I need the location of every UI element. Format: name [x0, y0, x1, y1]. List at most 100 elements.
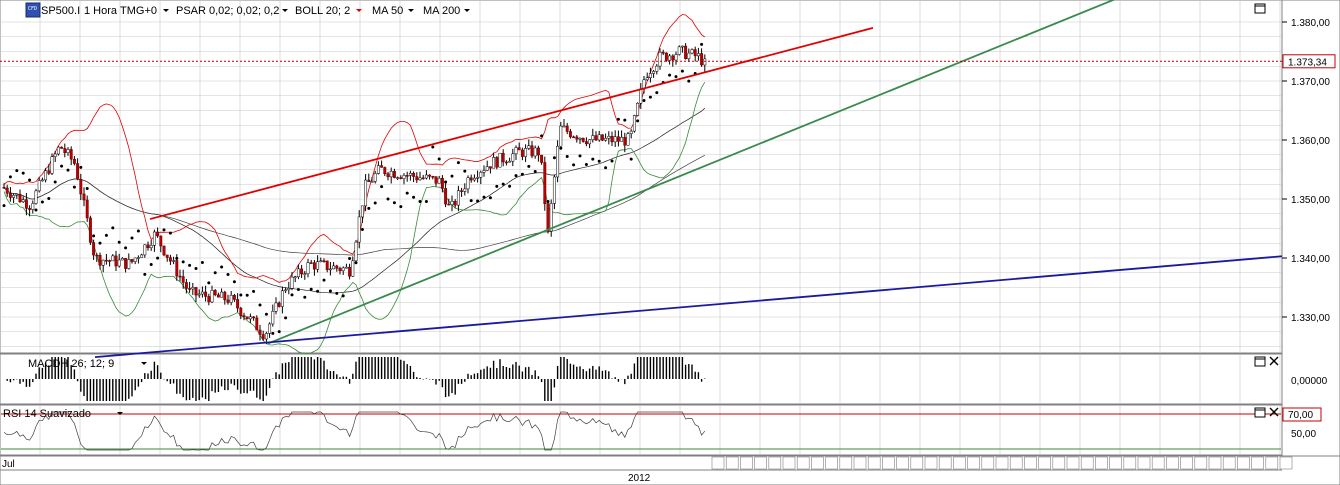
indicator-ma50[interactable]: MA 50: [372, 5, 403, 17]
psar-dot: [546, 200, 550, 204]
price-panel[interactable]: [0, 0, 1283, 354]
candle-down: [693, 49, 697, 57]
ma50-dropdown-icon[interactable]: [408, 9, 414, 12]
candle-down: [95, 254, 99, 257]
current-price-label: 1.373,34: [1288, 57, 1327, 68]
maximize-rsi-icon[interactable]: [1254, 407, 1266, 418]
indicator-ma200[interactable]: MA 200: [423, 5, 460, 17]
candle-down: [325, 260, 329, 271]
psar-dot: [482, 195, 486, 199]
time-axis-cell: [1251, 456, 1264, 470]
trendline-blue: [94, 255, 1283, 359]
candle-up: [492, 157, 496, 169]
close-macd-icon[interactable]: [1269, 356, 1279, 366]
candle-up: [402, 175, 406, 179]
psar-dot: [380, 185, 384, 189]
psar-dot: [181, 260, 185, 264]
maximize-price-panel-icon[interactable]: [1254, 3, 1266, 14]
psar-dot: [444, 180, 448, 184]
ma200-dropdown-icon[interactable]: [464, 9, 470, 12]
candle-down: [104, 259, 108, 262]
psar-dropdown-icon[interactable]: [282, 9, 288, 12]
time-axis-cell: [995, 456, 1009, 470]
macd-axis-tick: 0,00000: [1291, 376, 1328, 387]
candle-up: [197, 293, 201, 296]
time-axis-cell: [938, 456, 952, 470]
psar-dot: [373, 201, 377, 205]
candle-up: [373, 173, 377, 182]
candle-down: [610, 136, 614, 143]
time-axis-cell: [1024, 456, 1037, 470]
candle-up: [652, 71, 656, 74]
timezone-dropdown-icon[interactable]: [163, 9, 169, 12]
time-axis-cell: [1279, 456, 1293, 470]
candle-down: [309, 262, 313, 264]
trendlines[interactable]: [94, 0, 1283, 359]
header-timezone[interactable]: TMG+0: [120, 5, 157, 17]
candle-up: [284, 289, 288, 292]
psar-dot: [386, 197, 390, 201]
candle-down: [322, 260, 326, 263]
cfd-symbol-icon[interactable]: [25, 2, 41, 18]
symbol-icon[interactable]: CFD: [25, 2, 41, 18]
psar-dot: [405, 191, 409, 195]
candle-down: [79, 179, 83, 195]
indicator-psar[interactable]: PSAR 0,02; 0,02; 0,2: [176, 5, 279, 17]
macd-dropdown-icon[interactable]: [141, 362, 147, 365]
candle-up: [620, 137, 624, 142]
trendline-green: [267, 0, 1116, 345]
time-axis-cell: [825, 456, 838, 470]
candle-down: [188, 288, 192, 290]
indicator-boll[interactable]: BOLL 20; 2: [295, 5, 350, 17]
candle-down: [584, 141, 588, 145]
psar-dot: [28, 178, 32, 182]
candle-down: [312, 262, 316, 270]
candle-up: [133, 257, 137, 262]
candle-up: [552, 176, 556, 204]
candle-down: [367, 179, 371, 183]
header-symbol[interactable]: SP500.I: [41, 5, 80, 17]
time-axis-cell: [1137, 456, 1151, 470]
candle-down: [184, 282, 188, 289]
candle-up: [117, 259, 121, 267]
candle-up: [271, 311, 275, 325]
candle-up: [200, 291, 204, 295]
candle-down: [63, 148, 67, 153]
candle-down: [277, 302, 281, 307]
trendline-red: [149, 27, 874, 220]
time-axis-future-cells: [0, 456, 1293, 471]
candle-down: [204, 291, 208, 297]
close-rsi-icon[interactable]: [1269, 407, 1279, 417]
psar-dot: [450, 174, 454, 178]
candle-up: [21, 199, 25, 203]
candle-up: [648, 73, 652, 79]
psar-dot: [85, 186, 89, 190]
psar-dot: [476, 199, 480, 203]
candle-up: [344, 266, 348, 269]
psar-dot: [469, 199, 473, 203]
candle-down: [380, 165, 384, 168]
rsi-panel[interactable]: [0, 404, 1283, 456]
candle-up: [636, 102, 640, 116]
price-tick-label: 1.340,00: [1291, 254, 1330, 265]
time-axis-cell: [1095, 456, 1108, 470]
rsi-dropdown-icon[interactable]: [117, 412, 123, 415]
candle-down: [421, 177, 425, 180]
candle-down: [671, 55, 675, 61]
boll-dropdown-icon[interactable]: [356, 9, 362, 12]
candle-up: [549, 203, 553, 232]
header-timeframe[interactable]: 1 Hora: [84, 5, 118, 17]
candle-down: [546, 203, 550, 232]
candle-down: [440, 177, 444, 189]
candle-down: [124, 258, 128, 269]
candle-up: [136, 257, 140, 259]
psar-dot: [463, 169, 467, 173]
candle-down: [232, 294, 236, 300]
rsi-label[interactable]: RSI 14 Suavizado: [3, 408, 91, 420]
psar-dot: [578, 154, 582, 158]
psar-dot: [124, 246, 128, 250]
candle-down: [72, 158, 76, 164]
maximize-macd-icon[interactable]: [1254, 356, 1266, 367]
macd-label[interactable]: MACDH 26; 12; 9: [28, 358, 114, 370]
